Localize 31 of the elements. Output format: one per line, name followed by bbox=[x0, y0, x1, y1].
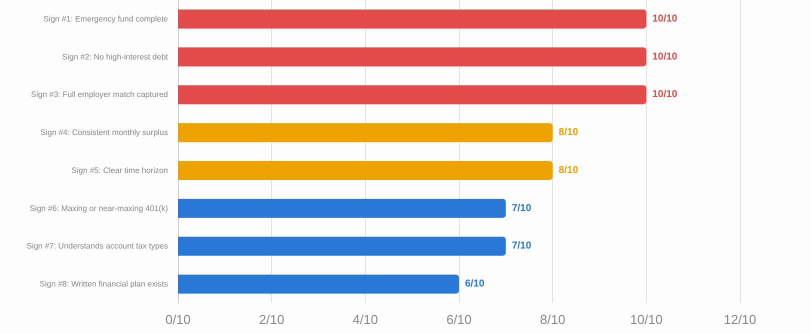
bar bbox=[178, 274, 459, 294]
x-tick-label: 2/10 bbox=[259, 312, 284, 327]
x-tick-label: 6/10 bbox=[446, 312, 472, 327]
data-label: 6/10 bbox=[465, 278, 485, 290]
x-tick-label: 10/10 bbox=[630, 312, 663, 327]
x-tick-label: 12/10 bbox=[724, 312, 756, 327]
bar bbox=[178, 123, 553, 142]
y-tick-label: Sign #3: Full employer match captured bbox=[31, 90, 168, 100]
data-label: 8/10 bbox=[558, 127, 579, 138]
x-tick-label: 4/10 bbox=[352, 312, 378, 327]
data-label: 7/10 bbox=[512, 240, 532, 252]
data-label: 10/10 bbox=[652, 89, 678, 100]
y-tick-label: Sign #4: Consistent monthly surplus bbox=[40, 128, 168, 138]
y-tick-label: Sign #6: Maxing or near-maxing 401(k) bbox=[30, 204, 168, 213]
x-tick-label: 8/10 bbox=[540, 312, 566, 327]
data-label: 10/10 bbox=[652, 51, 678, 62]
bar bbox=[178, 198, 506, 218]
y-tick-label: Sign #7: Understands account tax types bbox=[26, 242, 168, 251]
y-tick-label: Sign #5: Clear time horizon bbox=[72, 166, 168, 175]
data-label: 10/10 bbox=[652, 13, 678, 24]
bar bbox=[178, 9, 646, 28]
bar bbox=[178, 85, 646, 104]
bar bbox=[178, 236, 506, 256]
bar bbox=[178, 160, 553, 180]
data-label: 7/10 bbox=[512, 202, 532, 214]
x-tick-label: 0/10 bbox=[165, 312, 191, 327]
y-tick-label: Sign #1: Emergency fund complete bbox=[43, 14, 169, 24]
bar bbox=[178, 47, 646, 66]
y-tick-label: Sign #2: No high-interest debt bbox=[62, 52, 169, 62]
data-label: 8/10 bbox=[558, 164, 579, 176]
y-tick-label: Sign #8: Written financial plan exists bbox=[40, 280, 168, 289]
